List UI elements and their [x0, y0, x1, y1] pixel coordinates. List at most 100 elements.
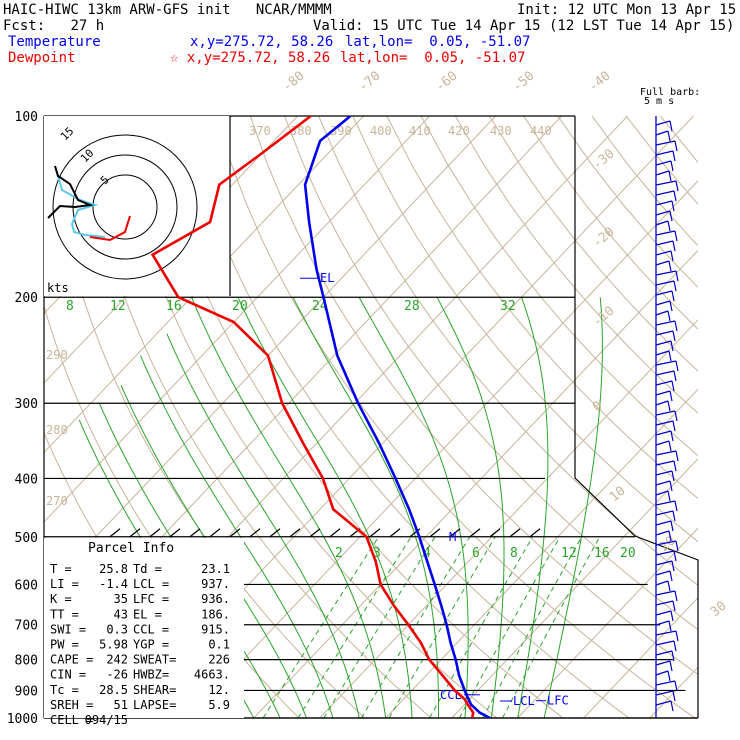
isotherm-label: -50: [510, 68, 538, 95]
wind-barb: [655, 310, 669, 316]
dewpoint-label: Dewpoint: [8, 50, 76, 66]
parcel-value: 23.1: [201, 562, 230, 576]
parcel-value: 226: [208, 653, 230, 667]
mixing-ratio-label: 2: [335, 546, 343, 561]
wind-barb-flag: [669, 210, 673, 222]
wind-barb: [655, 640, 675, 646]
moist-adiabat: [166, 333, 360, 718]
isotherm-line: [319, 319, 698, 718]
wind-barb: [655, 390, 671, 396]
parcel-key: LI =: [50, 577, 79, 591]
temperature-label: Temperature: [8, 34, 101, 50]
wind-barb: [655, 510, 674, 516]
pressure-label: 700: [15, 619, 38, 634]
moist-label: 20: [232, 299, 248, 314]
wind-barb: [655, 700, 672, 706]
isotherm-line: [44, 116, 496, 593]
pressure-label: 900: [15, 684, 38, 699]
dry-adiabat: [215, 116, 696, 718]
freezing-hatch: [209, 528, 221, 538]
parcel-value: 43: [114, 607, 128, 621]
mixing-ratio-label: 8: [510, 546, 518, 561]
moist-label: 16: [166, 299, 182, 314]
dry-adiabat: [181, 116, 630, 718]
wind-barb-flag: [670, 250, 674, 262]
wind-barb-flag: [667, 220, 671, 232]
wind-barb: [655, 470, 673, 476]
pressure-label: 600: [15, 578, 38, 593]
parcel-key: CIN =: [50, 668, 86, 682]
wind-barb: [655, 530, 670, 536]
wind-barb-flag: [670, 340, 674, 352]
wind-barb-flag: [670, 160, 674, 172]
wind-barb: [655, 490, 669, 496]
wind-barb-flag: [671, 380, 675, 392]
mixing-ratio-line: [388, 536, 496, 718]
parcel-key: SHEAR=: [133, 683, 176, 697]
wind-barb-flag: [673, 640, 677, 652]
parcel-key: CAPE =: [50, 653, 93, 667]
freezing-hatch: [169, 528, 181, 538]
wind-barb: [655, 340, 672, 346]
wind-barb-flag: [670, 430, 674, 442]
wind-barb-flag: [672, 690, 676, 702]
model-title: HAIC-HIWC 13km ARW-GFS init NCAR/MMMM: [3, 2, 332, 18]
theta-label: 420: [448, 124, 470, 138]
moist-adiabat: [358, 296, 469, 718]
forecast-hour: Fcst: 27 h: [3, 18, 105, 34]
mixing-ratio-label: 3: [373, 546, 381, 561]
barb-legend-unit: 5 m s: [644, 96, 674, 107]
wind-barb: [655, 680, 676, 686]
parcel-value: -26: [106, 668, 128, 682]
parcel-value: 12.: [208, 683, 230, 697]
m-label: M: [449, 530, 456, 544]
wind-barb: [655, 520, 672, 526]
wind-barb-flag: [675, 270, 679, 282]
wind-barb-flag: [675, 630, 679, 642]
isotherm-line: [451, 458, 698, 718]
freezing-hatch: [529, 528, 541, 538]
wind-barb-flag: [675, 540, 679, 552]
wind-barb: [655, 210, 671, 216]
dry-adiabat: [113, 116, 498, 718]
freezing-hatch: [429, 528, 441, 538]
wind-barb: [655, 290, 673, 296]
parcel-key: PW =: [50, 638, 79, 652]
parcel-value: 51: [114, 698, 128, 712]
wind-barb: [655, 420, 674, 426]
parcel-key: Td =: [133, 562, 162, 576]
moist-label: 32: [500, 299, 516, 314]
theta-label: 280: [46, 423, 68, 437]
valid-time: Valid: 15 UTC Tue 14 Apr 15 (12 LST Tue …: [313, 18, 735, 34]
wind-barb-flag: [671, 650, 675, 662]
wind-barb-flag: [670, 700, 674, 712]
parcel-key: YGP =: [133, 638, 169, 652]
parcel-key: Tc =: [50, 683, 79, 697]
wind-barb-flag: [668, 620, 672, 632]
lcl-label: LCL: [513, 694, 535, 708]
wind-barb: [655, 610, 672, 616]
freezing-hatch: [149, 528, 161, 538]
wind-barb: [655, 570, 671, 576]
parcel-key: CELL =: [50, 713, 93, 727]
isotherm-label: -80: [280, 68, 308, 95]
dry-adiabat: [284, 116, 698, 631]
freezing-hatch: [309, 528, 321, 538]
mixing-ratio-line: [482, 536, 583, 718]
wind-barb-flag: [673, 190, 677, 202]
parcel-key: LCL =: [133, 577, 169, 591]
wind-barb-flag: [667, 670, 671, 682]
theta-label: 430: [490, 124, 512, 138]
wind-barb: [655, 580, 669, 586]
wind-barb-flag: [674, 410, 678, 422]
wind-barb: [655, 190, 675, 196]
wind-barb: [655, 260, 670, 266]
mixing-ratio-line: [297, 536, 412, 718]
el-label: EL: [320, 271, 334, 285]
wind-barb: [655, 130, 669, 136]
wind-barb: [655, 560, 673, 566]
moist-label: 8: [66, 299, 74, 314]
wind-barb: [655, 180, 677, 186]
wind-barb: [655, 630, 677, 636]
wind-barb-flag: [667, 130, 671, 142]
